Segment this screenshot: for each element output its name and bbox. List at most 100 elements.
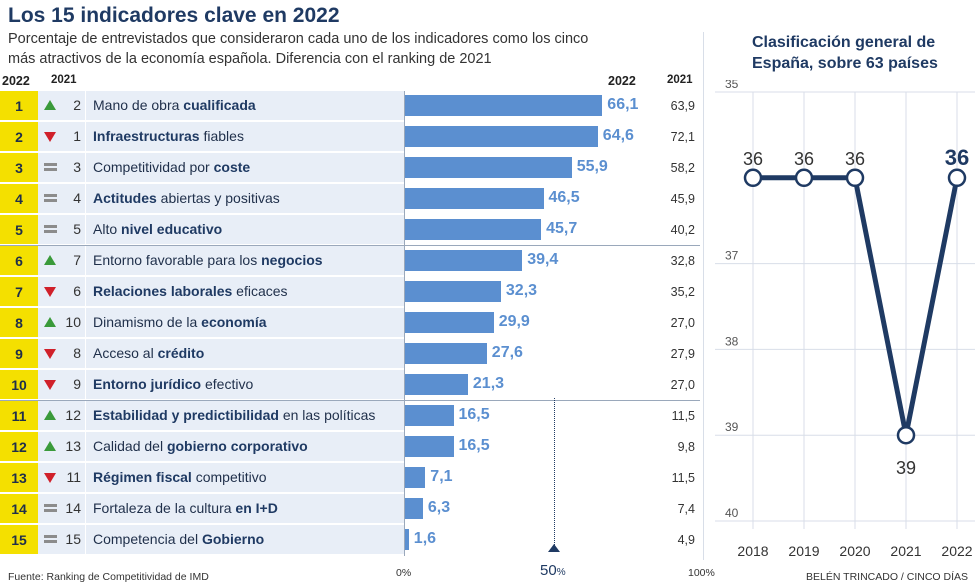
value-2021: 27,0 <box>670 316 695 330</box>
indicator-label: Mano de obra cualificada <box>93 97 256 113</box>
bar-2022 <box>404 405 454 426</box>
indicator-label-bold: Actitudes <box>93 190 157 206</box>
rank-chart-title-line1: Clasificación general de <box>752 34 936 51</box>
rank-2021: 8 <box>73 345 81 361</box>
value-2021: 27,9 <box>670 347 695 361</box>
bar-2022 <box>404 157 572 178</box>
value-2021: 35,2 <box>670 285 695 299</box>
value-label-2022: 66,1 <box>607 96 639 113</box>
rank-2022: 2 <box>0 122 38 151</box>
indicator-label-bold: economía <box>201 314 267 330</box>
value-label-2022: 27,6 <box>491 344 523 361</box>
col-header-rank-2021: 2021 <box>51 74 77 86</box>
row-divider <box>85 494 86 523</box>
value-2021: 4,9 <box>677 533 695 547</box>
indicator-label-bold: gobierno corporativo <box>166 438 308 454</box>
trend-down-icon <box>44 473 56 483</box>
row-divider <box>85 525 86 554</box>
data-label: 36 <box>945 145 969 170</box>
row-background <box>0 370 404 399</box>
bar-2022 <box>404 188 544 209</box>
bar-2022 <box>404 126 598 147</box>
rank-2022: 6 <box>0 246 38 275</box>
indicator-label-part: abiertas y positivas <box>156 190 280 206</box>
value-2021: 58,2 <box>670 161 695 175</box>
value-label-2022: 6,3 <box>427 499 451 516</box>
row-divider <box>85 463 86 492</box>
value-label-2022: 46,5 <box>548 189 580 206</box>
trend-down-icon <box>44 380 56 390</box>
indicator-label: Estabilidad y predictibilidad en las pol… <box>93 407 375 423</box>
chart-title: Los 15 indicadores clave en 2022 <box>8 4 340 27</box>
y-tick-label: 35 <box>725 80 739 91</box>
indicator-label-part: competitivo <box>191 469 267 485</box>
row-divider <box>85 91 86 120</box>
rank-2022: 10 <box>0 370 38 399</box>
trend-up-icon <box>44 317 56 327</box>
indicator-label-bold: Régimen fiscal <box>93 469 192 485</box>
indicator-label-part: Dinamismo de la <box>93 314 202 330</box>
axis-max-label: 100% <box>688 567 715 579</box>
bar-2022 <box>404 95 603 116</box>
indicator-label-bold: cualificada <box>183 97 256 113</box>
rank-2022: 8 <box>0 308 38 337</box>
value-2021: 11,5 <box>671 471 695 485</box>
value-label-2022: 1,6 <box>413 530 437 547</box>
fifty-percent-marker-icon <box>548 544 560 552</box>
value-2021: 45,9 <box>670 192 695 206</box>
rank-2021: 3 <box>73 159 81 175</box>
trend-same-icon <box>44 225 57 233</box>
trend-up-icon <box>44 255 56 265</box>
rank-2021: 4 <box>73 190 81 206</box>
data-point <box>947 168 967 188</box>
indicator-label-part: Acceso al <box>93 345 158 361</box>
row-background <box>0 339 404 368</box>
value-label-2022: 16,5 <box>458 437 490 454</box>
table-row: 2 1 Infraestructuras fiables 64,6 72,1 <box>0 122 700 151</box>
axis-mid-value: 50 <box>540 562 557 579</box>
trend-up-icon <box>44 441 56 451</box>
row-background <box>0 215 404 244</box>
rank-2022: 5 <box>0 215 38 244</box>
indicator-label-bold: Entorno jurídico <box>93 376 202 392</box>
value-label-2022: 32,3 <box>505 282 538 299</box>
y-tick-label: 37 <box>725 249 739 263</box>
indicator-label-bold: Relaciones laborales <box>93 283 233 299</box>
trend-down-icon <box>44 132 56 142</box>
row-divider <box>85 184 86 213</box>
rank-2021: 9 <box>73 376 81 392</box>
indicator-label-part: Mano de obra <box>93 97 184 113</box>
data-label: 36 <box>743 149 763 169</box>
row-divider <box>85 277 86 306</box>
indicator-label-bold: negocios <box>261 252 323 268</box>
row-background <box>0 308 404 337</box>
bar-2022 <box>404 467 426 488</box>
table-row: 1 2 Mano de obra cualificada 66,1 63,9 <box>0 91 700 120</box>
table-row: 8 10 Dinamismo de la economía 29,9 27,0 <box>0 308 700 337</box>
footer-source: Fuente: Ranking de Competitividad de IMD <box>8 571 209 583</box>
bar-2022 <box>404 281 501 302</box>
indicator-label: Infraestructuras fiables <box>93 128 244 144</box>
axis-mid-unit: % <box>556 567 566 578</box>
table-row: 14 14 Fortaleza de la cultura en I+D 6,3 7,4 <box>0 494 700 523</box>
rank-2021: 1 <box>73 128 81 144</box>
data-label: 36 <box>845 149 865 169</box>
row-background <box>0 401 404 430</box>
rank-chart-title-line2: España, sobre 63 países <box>752 55 938 72</box>
trend-down-icon <box>44 287 56 297</box>
rank-line-chart: 35 37 38 39 40 36 36 36 39 36 2018 2019 2020 2021 2022 <box>715 80 975 559</box>
indicator-label: Alto nivel educativo <box>93 221 222 237</box>
axis-min-label: 0% <box>396 567 412 579</box>
value-2021: 11,5 <box>671 409 695 423</box>
row-background <box>0 494 404 523</box>
indicator-label-part: Competitividad por <box>93 159 214 175</box>
row-divider <box>85 370 86 399</box>
value-2021: 9,8 <box>677 440 695 454</box>
x-tick-label: 2020 <box>839 543 870 559</box>
value-label-2022: 7,1 <box>430 468 453 485</box>
indicator-label: Régimen fiscal competitivo <box>93 469 267 485</box>
bar-2022 <box>404 219 542 240</box>
value-label-2022: 64,6 <box>602 127 634 144</box>
row-divider <box>85 308 86 337</box>
trend-same-icon <box>44 504 57 512</box>
